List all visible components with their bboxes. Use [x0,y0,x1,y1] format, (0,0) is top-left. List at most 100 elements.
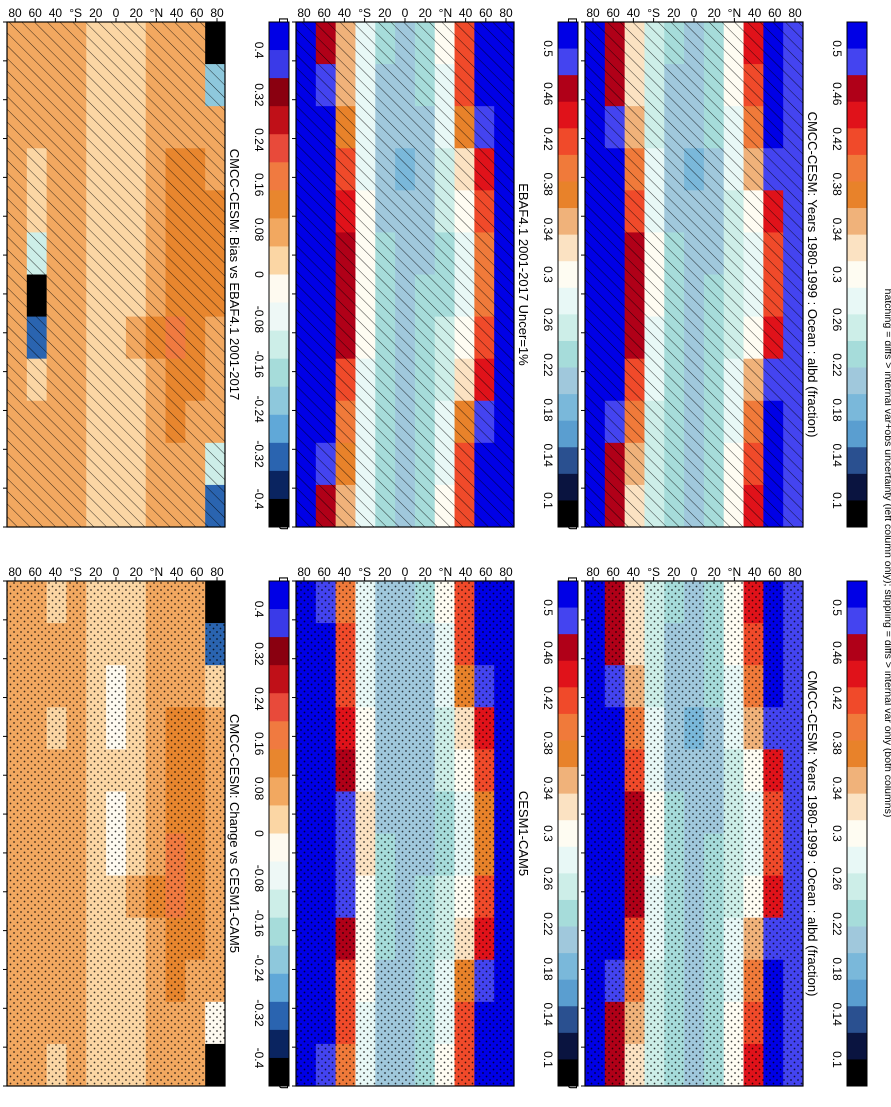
colorbar-segment [269,665,289,694]
colorbar-2: 0.5 0.46 0.42 0.38 0.34 0.3 0.26 0.22 0.18 0.14 0.… [830,580,868,1087]
panel-2: 0.5 0.46 0.42 0.38 0.34 0.3 0.26 0.22 0.18 0.14 0.… [565,565,868,1089]
colorbar-tick-label: 0.4 [252,601,266,618]
colorbar-segment [269,917,289,947]
colorbar-segment [269,693,289,722]
colorbar-tick-label: 0.18 [541,957,555,981]
colorbar-segment [269,78,289,107]
colorbar-segment [558,420,578,448]
colorbar-frame [268,580,290,1087]
colorbar-segment [847,261,867,289]
y-tick-label: 20 [130,565,144,579]
colorbar-segment [847,367,867,395]
colorbar-tick-label: 0.3 [541,266,555,283]
colorbar-tick-label: 0.26 [830,867,844,891]
colorbar-frame [557,580,579,1087]
colorbar-segment [269,274,289,303]
y-tick-label: 80 [586,6,600,20]
colorbar-segment [558,767,578,795]
colorbar-segment [558,1059,578,1087]
stippling-overlay [585,581,803,1086]
panel-1: 0.5 0.46 0.42 0.38 0.34 0.3 0.26 0.22 0.18 0.14 0.… [565,6,868,530]
colorbar-tick-label: 0.22 [830,912,844,936]
panel-6: 0.4 0.32 0.24 0.16 0.08 0 -0.08 -0.16 -0.24 -0.32… [0,565,290,1090]
y-tick-label: 20 [378,6,392,20]
colorbar-segment [269,22,289,51]
y-tick-label: 60 [190,565,204,579]
y-tick-label: 20 [419,6,433,20]
x-tick-label: M [0,133,2,144]
colorbar-tick-label: 0.08 [252,218,266,242]
x-tick-label: A [0,887,2,896]
colorbar-tick-label: -0.08 [252,306,266,334]
y-tick-label: 60 [29,6,43,20]
colorbar-segment [269,218,289,247]
figure-footer: hatching = diffs > internal var+obs unce… [882,289,891,818]
y-tick-label: 40 [748,565,762,579]
colorbar-segment [558,261,578,289]
colorbar-segment [847,846,867,874]
colorbar-segment [269,414,289,444]
colorbar-segment [558,500,578,528]
x-tick-label: J [0,1083,2,1090]
colorbar-tick-label: -0.32 [252,999,266,1027]
x-tick-label: F [0,655,2,663]
y-tick-label: 60 [29,565,43,579]
colorbar-segment [269,134,289,163]
y-tick-label: 80 [297,6,311,20]
colorbar-segment [558,75,578,103]
colorbar-tick-label: -0.4 [252,1048,266,1069]
colorbar-tick-label: 0.5 [541,40,555,57]
colorbar-tick-label: 0.46 [541,641,555,665]
colorbar-tick-label: 0.46 [830,82,844,106]
colorbar-segment [558,287,578,315]
y-tick-label: °N [728,6,741,20]
y-tick-label: 80 [788,6,802,20]
x-tick-label: O [0,405,2,415]
y-tick-label: °N [150,6,163,20]
y-tick-label: 80 [297,565,311,579]
y-tick-label: °N [728,565,741,579]
x-tick-label: D [0,483,2,492]
colorbar-tick-label: 0.22 [830,353,844,377]
colorbar-segment [558,740,578,768]
y-tick-label: °S [69,565,82,579]
colorbar-segment [269,498,289,528]
y-tick-label: 40 [49,6,63,20]
colorbar-tick-label: 0.42 [541,686,555,710]
colorbar-segment [269,973,289,1003]
colorbar-5: 0.4 0.32 0.24 0.16 0.08 0 -0.08 -0.16 -0.24 -0.32… [252,21,290,528]
colorbar-tick-label: 0.34 [830,218,844,242]
y-tick-label: °S [358,565,371,579]
colorbar-segment [558,953,578,981]
colorbar-segment [558,314,578,342]
colorbar-segment [847,101,867,129]
x-tick-label: N [0,445,2,454]
x-tick-label: M [0,211,2,222]
colorbar-segment [558,820,578,848]
panel-5: 0.4 0.32 0.24 0.16 0.08 0 -0.08 -0.16 -0.24 -0.32… [0,6,290,530]
y-tick-label: °N [439,565,452,579]
hatching-overlay [7,22,225,527]
y-tick-label: 60 [190,6,204,20]
colorbar-tick-label: 0.14 [541,1003,555,1027]
y-tick-label: 20 [419,565,433,579]
colorbar-tick-label: 0.08 [252,777,266,801]
colorbar-tick-label: -0.32 [252,440,266,468]
colorbar-tick-label: 0.34 [541,218,555,242]
colorbar-tick-label: 0.32 [252,642,266,666]
colorbar-segment [847,979,867,1007]
colorbar-segment [847,1059,867,1087]
colorbar-tick-label: 0.42 [830,686,844,710]
colorbar-segment [269,470,289,500]
panel-3: 0.5 0.46 0.42 0.38 0.34 0.3 0.26 0.22 0.18 0.14 0.… [276,6,579,530]
panel-title: EBAF4.1 2001-2017 Uncer=1% [516,183,531,366]
y-tick-label: 60 [479,6,493,20]
colorbar-segment [269,861,289,891]
y-tick-label: 80 [8,565,22,579]
y-tick-label: 0 [402,6,409,20]
colorbar-segment [558,154,578,182]
colorbar-tick-label: 0.22 [541,912,555,936]
hatching-overlay [296,22,514,527]
colorbar-segment [847,208,867,236]
y-tick-label: 20 [378,565,392,579]
